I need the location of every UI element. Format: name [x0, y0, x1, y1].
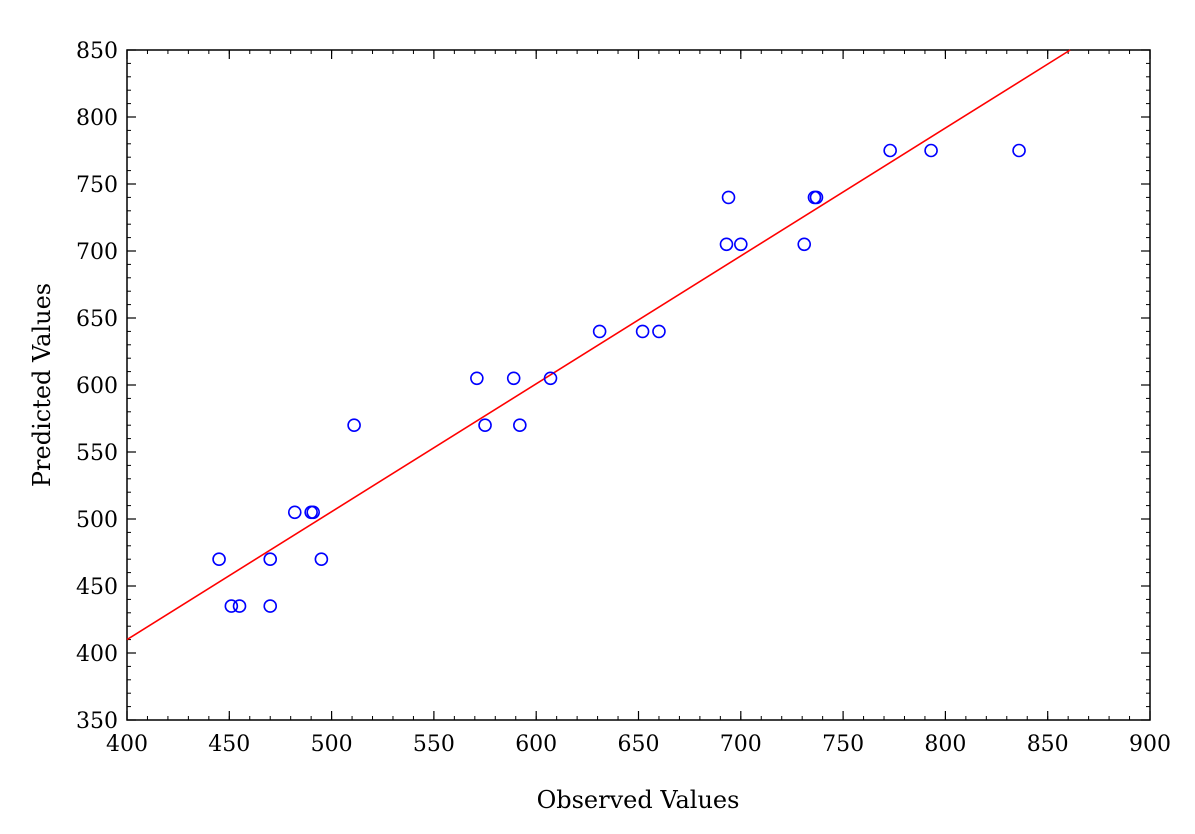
x-tick-label: 850 [1027, 732, 1069, 757]
x-tick-label: 400 [106, 732, 148, 757]
data-point [212, 552, 226, 567]
x-tick-label: 900 [1129, 732, 1171, 757]
data-point [635, 324, 650, 339]
data-point [513, 418, 527, 433]
y-tick-label: 400 [76, 642, 118, 667]
data-point [287, 505, 302, 520]
y-tick-label: 550 [76, 441, 118, 466]
y-tick-label: 850 [76, 39, 118, 64]
data-point [652, 324, 666, 339]
data-point [478, 418, 492, 433]
y-tick-label: 450 [76, 575, 118, 600]
x-tick-label: 750 [822, 732, 864, 757]
data-point [263, 599, 278, 613]
x-tick-label: 500 [311, 732, 353, 757]
x-tick-label: 600 [515, 732, 557, 757]
data-point [721, 190, 736, 205]
data-point [263, 552, 278, 567]
data-point [733, 237, 748, 252]
y-tick-label: 800 [76, 106, 118, 131]
plot-area: 400 450 500 550 600 650 700 750 800 850 9003504004… [76, 39, 1171, 757]
plot-frame [126, 49, 1151, 721]
data-point [592, 324, 607, 339]
y-tick-label: 350 [76, 709, 118, 734]
regression-line [126, 49, 1071, 641]
data-point [719, 237, 734, 252]
data-point [924, 143, 938, 158]
y-tick-label: 600 [76, 374, 118, 399]
data-point [809, 190, 824, 205]
x-tick-label: 700 [720, 732, 762, 757]
y-tick-label: 700 [76, 240, 118, 265]
x-tick-label: 650 [618, 732, 660, 757]
x-tick-label: 800 [924, 732, 966, 757]
y-axis-title: Predicted Values [28, 283, 56, 487]
y-tick-label: 650 [76, 307, 118, 332]
data-point [314, 552, 329, 567]
x-axis-title: Observed Values [537, 786, 740, 814]
data-point [470, 371, 484, 386]
y-tick-label: 500 [76, 508, 118, 533]
data-point [232, 599, 247, 613]
x-tick-label: 450 [208, 732, 250, 757]
data-point [347, 418, 361, 433]
data-point [543, 371, 558, 386]
data-point [797, 237, 812, 252]
data-point [506, 371, 521, 386]
data-point [1012, 143, 1026, 158]
x-tick-label: 550 [413, 732, 455, 757]
data-point [883, 143, 897, 158]
data-point [224, 599, 239, 613]
y-tick-label: 750 [76, 173, 118, 198]
data-point [306, 505, 320, 520]
